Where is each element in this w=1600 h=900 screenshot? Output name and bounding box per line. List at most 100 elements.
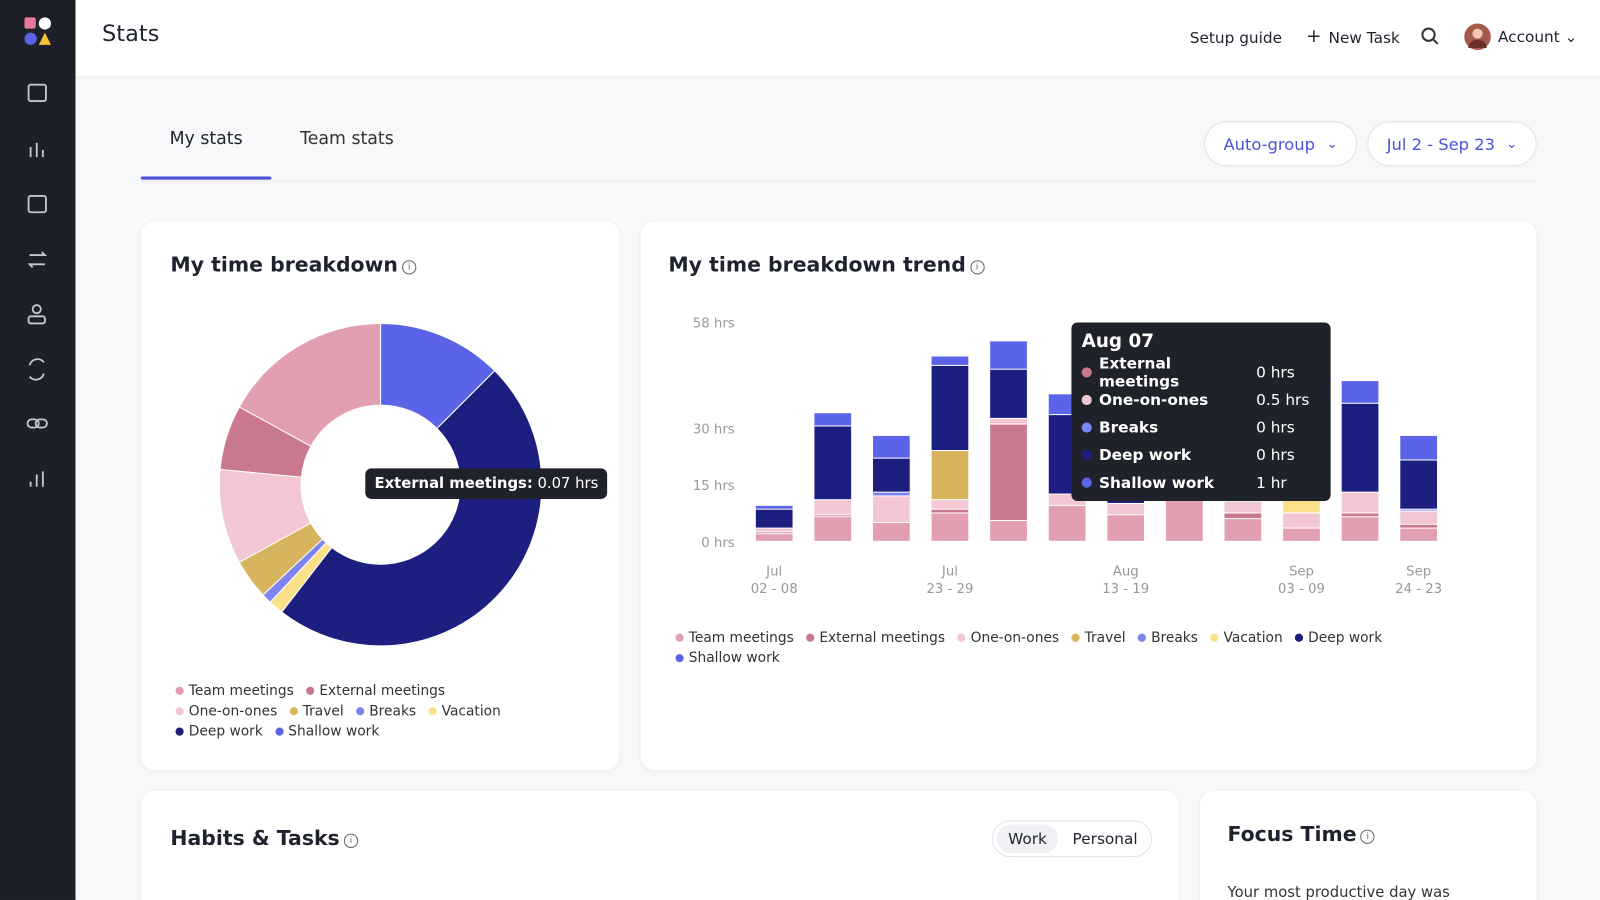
- bar-segment: [1224, 502, 1262, 513]
- bar-segment: [1341, 517, 1379, 541]
- legend-dot: [175, 686, 184, 695]
- legend-item: Travel: [1071, 630, 1126, 646]
- x-tick-label: 02 - 08: [751, 582, 798, 597]
- nav-calendar[interactable]: [27, 83, 47, 102]
- legend-item: Vacation: [1210, 630, 1283, 646]
- bar-segment: [872, 496, 910, 522]
- bar-segment: [990, 369, 1027, 418]
- bar-segment: [814, 426, 852, 500]
- nav-link[interactable]: [26, 418, 40, 429]
- info-icon[interactable]: i: [343, 833, 359, 848]
- bar-segment: [1165, 498, 1203, 541]
- info-icon[interactable]: i: [402, 260, 417, 275]
- legend-dot: [1294, 633, 1304, 642]
- nav-refresh[interactable]: [28, 358, 45, 381]
- nav-team[interactable]: [31, 304, 42, 315]
- nav-tasks[interactable]: [27, 194, 47, 214]
- info-icon[interactable]: i: [1360, 829, 1375, 844]
- trend-legend: Team meetings External meetings One-on-one…: [675, 630, 1431, 667]
- bar-segment: [990, 418, 1027, 424]
- bar-segment: [1224, 519, 1262, 541]
- tooltip-name: External meetings: [1098, 353, 1180, 391]
- breakdown-title: My time breakdown i: [170, 252, 417, 277]
- legend-label: Team meetings: [188, 682, 294, 699]
- bar-segment: [990, 424, 1027, 521]
- bar-segment: [1283, 528, 1320, 541]
- tab-underline: [140, 176, 272, 180]
- nav-sync[interactable]: [27, 251, 48, 268]
- plus-icon: +: [1306, 25, 1322, 47]
- bar-segment: [1341, 381, 1379, 403]
- group-select[interactable]: Auto-group ⌄: [1204, 121, 1358, 167]
- legend-item: One-on-ones: [957, 630, 1059, 646]
- bar-segment: [872, 458, 910, 492]
- setup-guide[interactable]: Setup guide: [1189, 28, 1283, 47]
- tooltip-dot: [1081, 421, 1092, 433]
- legend-label: External meetings: [319, 682, 446, 699]
- trend-title: My time breakdown trend i: [668, 252, 985, 277]
- new-task[interactable]: New Task: [1328, 28, 1400, 47]
- x-tick-label: Sep: [1406, 565, 1431, 580]
- logo-part: [24, 17, 36, 29]
- bar-segment: [931, 451, 969, 500]
- legend-dot: [175, 727, 184, 736]
- tab-team-stats[interactable]: Team stats: [300, 128, 394, 149]
- bar-segment: [1283, 513, 1320, 528]
- bar-segment: [931, 500, 969, 509]
- legend-label: Breaks: [369, 703, 417, 720]
- bar-segment: [814, 517, 852, 541]
- logo-part: [38, 32, 52, 45]
- habits-title-text: Habits & Tasks: [170, 825, 340, 850]
- legend-dot: [275, 727, 284, 736]
- legend-label: Deep work: [188, 723, 263, 740]
- tooltip-label: External meetings:: [374, 475, 533, 492]
- tooltip-value: 0 hrs: [1256, 417, 1295, 437]
- tooltip-value: 0 hrs: [1256, 362, 1295, 382]
- tooltip-dot: [1081, 394, 1092, 405]
- habits-title: Habits & Tasks i: [170, 825, 359, 850]
- legend-item: One-on-ones: [175, 703, 277, 719]
- account-menu[interactable]: Account ⌄: [1497, 27, 1578, 46]
- donut-chart: [218, 322, 543, 647]
- date-select[interactable]: Jul 2 - Sep 23 ⌄: [1367, 121, 1537, 167]
- tooltip-row: Shallow work 1 hr: [1081, 468, 1321, 496]
- toggle-work[interactable]: Work: [996, 824, 1059, 854]
- donut-segment: [380, 322, 496, 430]
- legend-item: Shallow work: [675, 649, 780, 667]
- avatar[interactable]: [1463, 22, 1492, 51]
- tab-my-stats[interactable]: My stats: [169, 128, 243, 149]
- legend-dot: [1071, 633, 1080, 642]
- legend-item: Deep work: [1294, 630, 1382, 646]
- x-tick-label: 03 - 09: [1278, 582, 1325, 597]
- x-tick-label: Sep: [1289, 565, 1314, 580]
- bar-segment: [1048, 505, 1086, 541]
- legend-label: Vacation: [441, 703, 501, 720]
- legend-item: External meetings: [806, 630, 945, 646]
- page-title: Stats: [102, 21, 160, 47]
- legend-label: Shallow work: [688, 649, 780, 667]
- nav-analytics[interactable]: [29, 471, 44, 487]
- tooltip-value: 0.5 hrs: [1256, 390, 1310, 409]
- account-label: Account: [1497, 27, 1560, 46]
- info-icon[interactable]: i: [969, 260, 985, 275]
- search-icon[interactable]: [1420, 27, 1440, 47]
- bar-segment: [931, 513, 969, 541]
- trend-card: My time breakdown trend i 0 hrs 15 hrs 30 h…: [640, 221, 1537, 771]
- legend-dot: [175, 707, 184, 716]
- legend-dot: [675, 654, 684, 663]
- group-label: Auto-group: [1223, 134, 1315, 155]
- tooltip-value: 1 hr: [1256, 472, 1287, 492]
- legend-dot: [306, 686, 315, 695]
- bar-segment: [1107, 504, 1145, 515]
- legend-item: Vacation: [428, 703, 501, 720]
- focus-title-text: Focus Time: [1227, 821, 1357, 846]
- nav-stats[interactable]: [29, 142, 44, 158]
- tooltip-name: Breaks: [1098, 417, 1159, 437]
- toggle-personal[interactable]: Personal: [1072, 829, 1138, 848]
- legend-dot: [428, 707, 437, 716]
- bar-segment: [1107, 515, 1145, 541]
- legend-label: One-on-ones: [970, 629, 1060, 646]
- date-label: Jul 2 - Sep 23: [1386, 134, 1496, 155]
- habits-card: Habits & Tasks i Work Personal: [140, 790, 1179, 900]
